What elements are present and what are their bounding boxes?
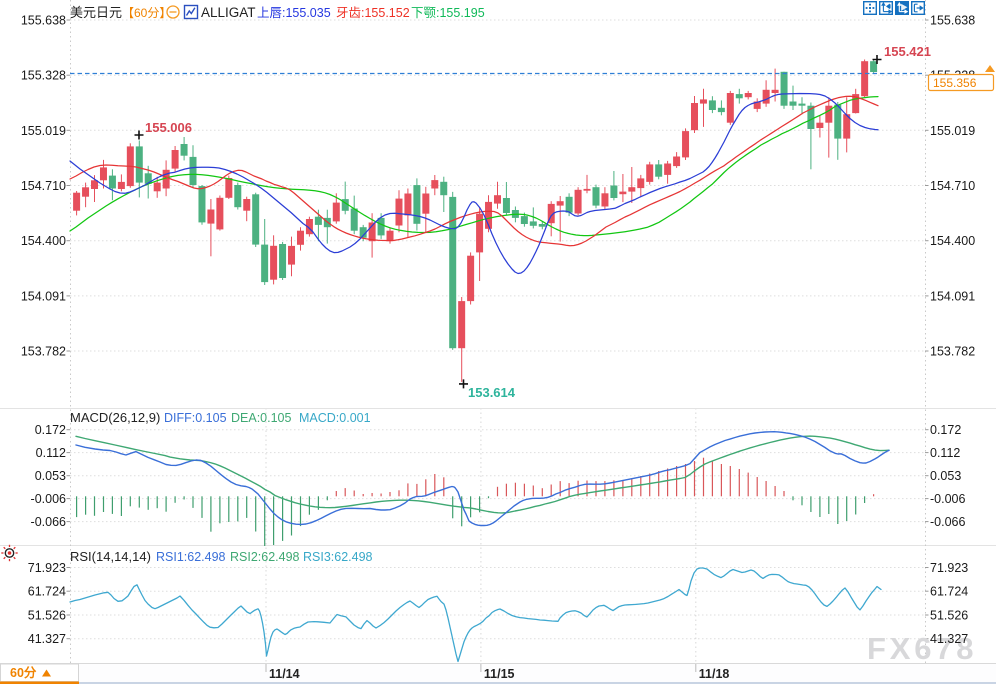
svg-text:0.112: 0.112 [930, 446, 960, 460]
svg-text:【60分】: 【60分】 [122, 6, 171, 20]
svg-text:61.724: 61.724 [28, 585, 66, 599]
svg-text:-0.006: -0.006 [930, 492, 965, 506]
svg-text:0.053: 0.053 [930, 469, 961, 483]
svg-text:MACD:0.001: MACD:0.001 [299, 411, 371, 425]
svg-text:-0.066: -0.066 [930, 515, 965, 529]
svg-text:51.526: 51.526 [930, 609, 968, 623]
svg-text:153.614: 153.614 [468, 385, 516, 400]
svg-text:11/18: 11/18 [699, 667, 730, 681]
svg-text:155.328: 155.328 [21, 69, 66, 83]
svg-text:154.400: 154.400 [21, 234, 66, 248]
svg-text:下颚:155.195: 下颚:155.195 [411, 6, 485, 20]
svg-text:0.172: 0.172 [930, 423, 961, 437]
svg-text:154.710: 154.710 [21, 179, 66, 193]
svg-text:-0.006: -0.006 [31, 492, 66, 506]
svg-text:155.019: 155.019 [930, 124, 975, 138]
svg-text:154.710: 154.710 [930, 179, 975, 193]
svg-text:MACD(26,12,9): MACD(26,12,9) [70, 410, 160, 425]
svg-text:美元日元: 美元日元 [70, 5, 122, 20]
svg-text:0.053: 0.053 [35, 469, 66, 483]
svg-text:154.400: 154.400 [930, 234, 975, 248]
svg-text:61.724: 61.724 [930, 585, 968, 599]
svg-text:155.638: 155.638 [21, 14, 66, 28]
svg-text:155.638: 155.638 [930, 14, 975, 28]
svg-text:RSI2:62.498: RSI2:62.498 [230, 550, 300, 564]
svg-text:155.421: 155.421 [884, 44, 931, 59]
svg-text:RSI1:62.498: RSI1:62.498 [156, 550, 226, 564]
svg-text:RSI3:62.498: RSI3:62.498 [303, 550, 373, 564]
svg-text:154.091: 154.091 [930, 289, 975, 303]
svg-text:DEA:0.105: DEA:0.105 [231, 411, 292, 425]
svg-text:-0.066: -0.066 [31, 515, 66, 529]
svg-text:FX678: FX678 [867, 631, 977, 666]
svg-text:0.172: 0.172 [35, 423, 66, 437]
svg-text:ALLIGAT: ALLIGAT [201, 5, 256, 20]
svg-text:上唇:155.035: 上唇:155.035 [257, 6, 331, 20]
svg-text:牙齿:155.152: 牙齿:155.152 [336, 6, 410, 20]
svg-text:71.923: 71.923 [28, 561, 66, 575]
svg-text:71.923: 71.923 [930, 561, 968, 575]
svg-text:DIFF:0.105: DIFF:0.105 [164, 411, 227, 425]
svg-text:11/15: 11/15 [484, 667, 515, 681]
svg-text:155.006: 155.006 [145, 120, 192, 135]
svg-text:155.019: 155.019 [21, 124, 66, 138]
svg-text:0.112: 0.112 [36, 446, 66, 460]
svg-text:60分: 60分 [10, 665, 37, 680]
svg-text:RSI(14,14,14): RSI(14,14,14) [70, 549, 151, 564]
svg-text:155.356: 155.356 [933, 76, 977, 90]
svg-text:153.782: 153.782 [21, 345, 66, 359]
svg-text:154.091: 154.091 [21, 289, 66, 303]
svg-text:51.526: 51.526 [28, 609, 66, 623]
svg-text:153.782: 153.782 [930, 345, 975, 359]
svg-text:41.327: 41.327 [930, 632, 968, 646]
svg-text:41.327: 41.327 [28, 632, 66, 646]
svg-text:11/14: 11/14 [269, 667, 300, 681]
